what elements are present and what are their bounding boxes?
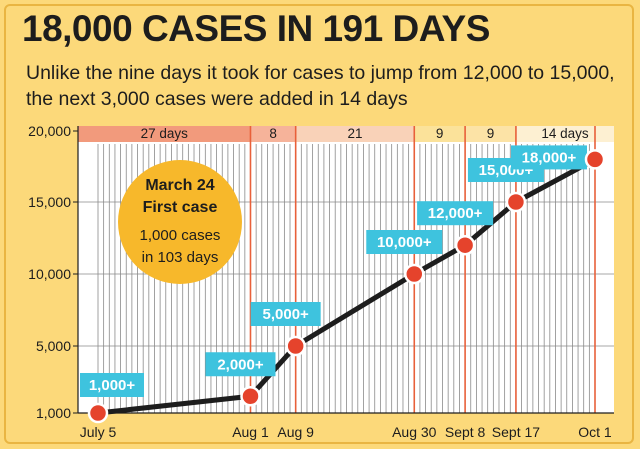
data-point: [505, 191, 527, 213]
data-point: [87, 402, 109, 424]
chart-frame: [4, 4, 634, 444]
x-tick-label: Aug 9: [277, 424, 314, 440]
first-case-callout: March 24 First case 1,000 cases in 103 d…: [118, 160, 242, 284]
interval-band-label: 9: [436, 126, 444, 141]
data-point: [404, 263, 425, 285]
point-label-box: [205, 352, 276, 377]
data-point: [454, 234, 476, 256]
data-point: [240, 386, 261, 407]
data-point: [285, 335, 306, 357]
interval-band-label: 9: [487, 126, 495, 141]
interval-bands: 27 days 8 21 9 9 14 days: [78, 126, 614, 142]
x-tick-label: Sept 8: [445, 424, 486, 440]
interval-band-label: 14 days: [541, 126, 589, 141]
cases-series: 1,000+2,000+5,000+10,000+12,000+15,000+1…: [80, 145, 606, 424]
point-label: 10,000+: [377, 234, 432, 251]
callout-line-2: First case: [143, 199, 218, 216]
y-tick-label: 20,000: [28, 123, 71, 139]
x-tick-label: Aug 1: [232, 424, 269, 440]
x-axis: July 5 Aug 1 Aug 9 Aug 30 Sept 8 Sept 17 Oct 1: [78, 412, 614, 440]
point-label-box: [511, 145, 587, 170]
x-tick-label: Oct 1: [578, 424, 612, 440]
interval-band-label: 8: [269, 126, 277, 141]
x-tick-label: Aug 30: [392, 424, 437, 440]
interval-band-label: 21: [347, 126, 362, 141]
point-label: 5,000+: [263, 306, 310, 323]
y-tick-label: 10,000: [28, 266, 71, 282]
point-label-box: [366, 230, 443, 254]
interval-band: [250, 126, 296, 142]
callout-line-4: in 103 days: [142, 249, 219, 266]
x-tick-label: July 5: [80, 424, 117, 440]
point-label-box: [250, 302, 321, 326]
callout-circle: [118, 160, 242, 284]
y-axis: 1,000 5,000 10,000 15,000 20,000: [28, 123, 79, 421]
data-point: [584, 149, 606, 170]
x-tick-label: Sept 17: [492, 424, 540, 440]
chart-title: 18,000 CASES IN 191 DAYS: [22, 8, 490, 49]
point-label: 1,000+: [89, 377, 136, 394]
y-tick-label: 5,000: [36, 338, 71, 354]
callout-line-1: March 24: [145, 177, 214, 194]
point-label-box: [417, 201, 494, 226]
point-label: 12,000+: [428, 205, 483, 222]
point-label-box: [80, 373, 144, 397]
chart-subtitle: Unlike the nine days it took for cases t…: [26, 62, 615, 110]
interval-band: [78, 126, 251, 142]
interval-band: [515, 126, 614, 142]
interval-band: [414, 126, 466, 142]
point-label: 18,000+: [522, 149, 577, 166]
interval-band: [295, 126, 415, 142]
callout-line-3: 1,000 cases: [140, 227, 221, 244]
y-tick-label: 1,000: [36, 405, 71, 421]
interval-band: [465, 126, 516, 142]
interval-band-label: 27 days: [141, 126, 189, 141]
y-tick-label: 15,000: [28, 194, 71, 210]
point-label: 2,000+: [217, 356, 264, 373]
